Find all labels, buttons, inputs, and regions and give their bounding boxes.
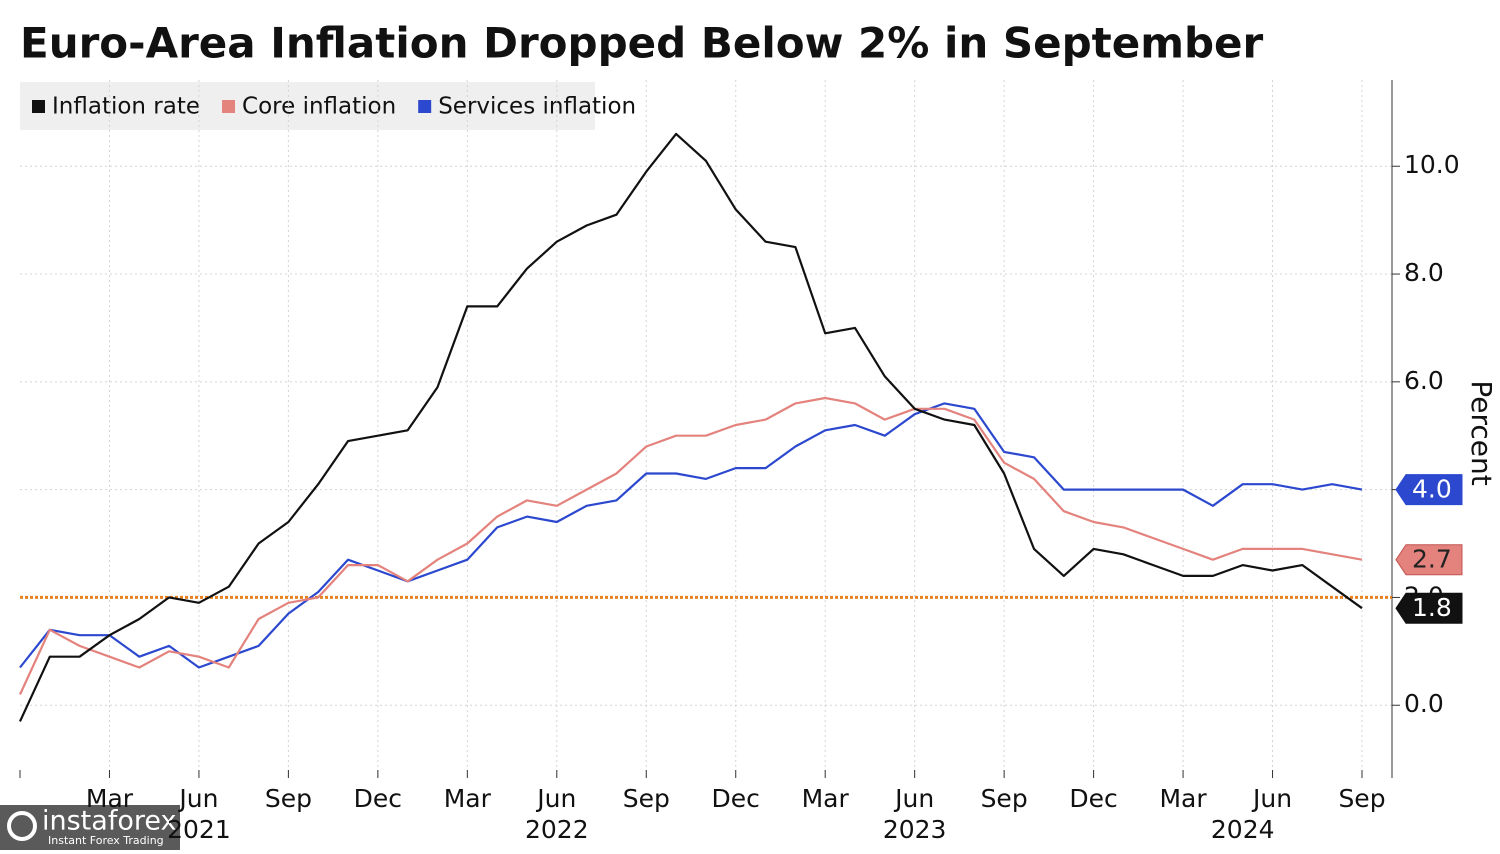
x-tick-label: Mar [86, 784, 134, 813]
legend-swatch [222, 100, 236, 113]
end-label: 1.8 [1412, 593, 1452, 622]
series-line [19, 402, 1363, 669]
x-tick-label: Jun [893, 784, 934, 813]
x-year-label: 2023 [883, 815, 947, 844]
x-tick-label: Jun [1251, 784, 1292, 813]
y-tick-label: 6.0 [1404, 366, 1444, 395]
legend-label: Inflation rate [52, 94, 200, 120]
x-tick-label: Jun [535, 784, 576, 813]
series-line [19, 132, 1363, 722]
x-tick-label: Sep [1338, 784, 1385, 813]
series-line [19, 396, 1363, 695]
y-tick-label: 0.0 [1404, 689, 1444, 718]
legend: Inflation rate Core inflation Services inf… [32, 94, 636, 120]
end-label-box [1395, 592, 1463, 624]
x-year-label: 2024 [1211, 815, 1275, 844]
x-tick-label: Dec [354, 784, 402, 813]
x-tick-label: Sep [265, 784, 312, 813]
chart-title: Euro-Area Inflation Dropped Below 2% in … [20, 19, 1264, 68]
x-year-label: 2021 [167, 815, 231, 844]
legend-swatch [418, 100, 432, 113]
watermark-box [0, 805, 180, 850]
end-label-box [1395, 544, 1463, 576]
y-axis-label: Percent [1465, 380, 1498, 485]
end-label: 4.0 [1412, 475, 1452, 504]
y-tick-label: 8.0 [1404, 258, 1444, 287]
x-tick-label: Sep [623, 784, 670, 813]
legend-box [20, 82, 595, 130]
x-tick-label: Mar [444, 784, 492, 813]
x-tick-label: Sep [981, 784, 1028, 813]
watermark-tagline: Instant Forex Trading [48, 834, 164, 847]
x-tick-label: Dec [712, 784, 760, 813]
x-tick-label: Jun [177, 784, 218, 813]
legend-label: Core inflation [242, 94, 396, 120]
watermark-icon [7, 811, 37, 841]
y-tick-label: 10.0 [1404, 150, 1460, 179]
x-year-label: 2022 [525, 815, 589, 844]
end-label-box [1395, 474, 1463, 506]
legend-swatch [32, 100, 45, 113]
x-tick-label: Mar [1159, 784, 1207, 813]
legend-label: Services inflation [438, 94, 636, 120]
x-tick-label: Mar [802, 784, 850, 813]
watermark-brand: instaforex [42, 806, 176, 837]
end-label: 2.7 [1412, 545, 1452, 574]
x-tick-label: Dec [1069, 784, 1117, 813]
